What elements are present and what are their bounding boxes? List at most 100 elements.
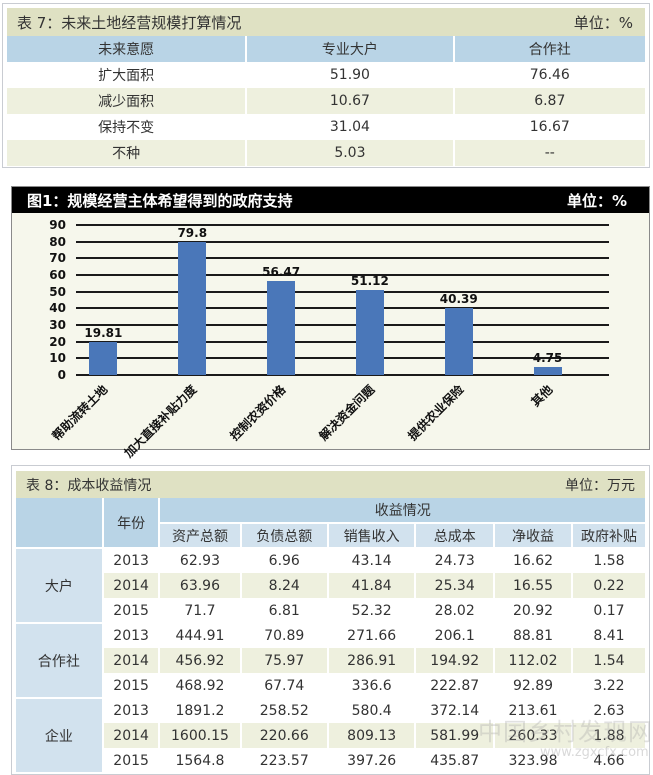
x-axis-category-label: 提供农业保险 bbox=[405, 382, 467, 444]
table-8-body: 大户 2013 62.93 6.96 43.14 24.73 16.62 1.58 2014 63… bbox=[16, 548, 645, 774]
bar-value-label: 56.47 bbox=[262, 264, 301, 279]
gridline bbox=[76, 274, 609, 276]
cell: 5.03 bbox=[246, 140, 455, 166]
bar bbox=[444, 307, 473, 375]
bar bbox=[533, 367, 562, 375]
cell: 3.22 bbox=[593, 677, 625, 694]
entity-label: 大户 bbox=[16, 548, 104, 624]
cell: 1.54 bbox=[572, 648, 645, 673]
cell: 580.4 bbox=[327, 698, 417, 723]
cell: 112.02 bbox=[494, 648, 573, 673]
year-cell: 2015 bbox=[102, 598, 161, 623]
row-label: 保持不变 bbox=[7, 114, 248, 140]
table-row: 2014 1600.15 220.66 809.13 581.99 260.33 1.88 bbox=[16, 723, 645, 748]
cell: 62.93 bbox=[159, 548, 242, 573]
year-cell: 2013 bbox=[102, 548, 161, 573]
year-cell: 2013 bbox=[102, 698, 161, 723]
revenue-group-header: 收益情况 bbox=[159, 498, 645, 524]
entity-label: 企业 bbox=[16, 698, 104, 774]
cell: 1600.15 bbox=[159, 723, 242, 748]
column-header: 专业大户 bbox=[246, 36, 455, 62]
cell: 24.73 bbox=[415, 548, 496, 573]
gridline bbox=[76, 374, 609, 376]
cell: 258.52 bbox=[240, 698, 329, 723]
cell: 8.24 bbox=[240, 573, 329, 598]
cell: 1.88 bbox=[572, 723, 645, 748]
table-8-title-bar: 表 8：成本收益情况 单位：万元 bbox=[16, 471, 645, 498]
cell: 0.22 bbox=[572, 573, 645, 598]
cell: 194.92 bbox=[415, 648, 496, 673]
cell: 223.57 bbox=[240, 748, 329, 773]
cell: 213.61 bbox=[494, 698, 573, 723]
row-label: 减少面积 bbox=[7, 88, 248, 114]
table-row: 2015 71.7 6.81 52.32 28.02 20.92 0.17 bbox=[16, 598, 645, 623]
cell: 51.90 bbox=[246, 62, 455, 88]
bar-value-label: 19.81 bbox=[84, 325, 123, 340]
cell: 6.81 bbox=[240, 598, 329, 623]
column-header: 合作社 bbox=[453, 36, 645, 62]
cell: 92.89 bbox=[494, 673, 573, 698]
cell: 67.74 bbox=[240, 673, 329, 698]
bar bbox=[89, 341, 118, 375]
cell: 206.1 bbox=[415, 623, 496, 648]
figure-1-unit: 单位：% bbox=[566, 191, 627, 210]
gridline bbox=[76, 224, 609, 226]
table-7: 未来意愿 专业大户 合作社 扩大面积 51.90 76.46 减少面积 10.6… bbox=[7, 36, 645, 166]
bar-value-label: 79.8 bbox=[177, 226, 208, 240]
table-8-group-header-row: 年份 收益情况 bbox=[16, 498, 645, 549]
year-header: 年份 bbox=[102, 498, 161, 549]
cell: 435.87 bbox=[415, 748, 496, 773]
cell: 1.58 bbox=[593, 553, 625, 569]
cell: 581.99 bbox=[415, 723, 496, 748]
cell: 220.66 bbox=[240, 723, 329, 748]
gridline bbox=[76, 340, 609, 343]
table-row: 不种 5.03 -- bbox=[7, 140, 645, 166]
y-axis-tick-label: 40 bbox=[49, 301, 66, 316]
y-axis-tick-label: 10 bbox=[49, 351, 66, 366]
figure-1-panel: 图1：规模经营主体希望得到的政府支持 单位：% 0 10 20 30 40 50 60 70 8… bbox=[11, 186, 650, 460]
cell: 31.04 bbox=[246, 114, 455, 140]
row-label: 扩大面积 bbox=[7, 62, 248, 88]
table-row: 大户 2013 62.93 6.96 43.14 24.73 16.62 1.58 bbox=[16, 548, 645, 624]
column-header: 未来意愿 bbox=[7, 36, 248, 62]
cell: 1564.8 bbox=[159, 748, 242, 773]
cell: 6.87 bbox=[453, 88, 645, 114]
y-axis-tick-label: 70 bbox=[49, 251, 66, 266]
year-cell: 2014 bbox=[102, 648, 161, 673]
cell: -- bbox=[453, 140, 645, 166]
year-cell: 2013 bbox=[102, 623, 161, 648]
cell: 28.02 bbox=[415, 598, 496, 623]
year-cell: 2015 bbox=[102, 748, 161, 773]
table-row: 2015 468.92 67.74 336.6 222.87 92.89 3.22 bbox=[16, 673, 645, 698]
cell: 10.67 bbox=[246, 88, 455, 114]
table-8-column-header-row: 资产总额 负债总额 销售收入 总成本 净收益 政府补贴 bbox=[16, 523, 645, 549]
cell: 2.63 bbox=[593, 702, 625, 719]
cell: 372.14 bbox=[415, 698, 496, 723]
cell: 468.92 bbox=[159, 673, 242, 698]
bar-value-label: 40.39 bbox=[439, 291, 478, 306]
cell: 809.13 bbox=[327, 723, 417, 748]
table-8-panel: 表 8：成本收益情况 单位：万元 年份 收益情况 资产总额 负债总额 销售收入 … bbox=[11, 465, 650, 775]
cell: 336.6 bbox=[327, 673, 417, 698]
cell: 323.98 bbox=[494, 748, 573, 773]
y-axis-tick-label: 60 bbox=[49, 268, 66, 282]
cell: 25.34 bbox=[415, 573, 496, 598]
cell: 16.62 bbox=[494, 548, 573, 573]
y-axis-tick-label: 20 bbox=[49, 334, 66, 349]
bar bbox=[355, 289, 384, 375]
gridline bbox=[76, 240, 609, 243]
x-axis-category-label: 解决资金问题 bbox=[316, 382, 378, 444]
cell: 43.14 bbox=[327, 548, 417, 573]
x-axis-category-label: 加大直接补贴力度 bbox=[121, 382, 200, 461]
column-header: 政府补贴 bbox=[572, 523, 645, 549]
table-row: 减少面积 10.67 6.87 bbox=[7, 88, 645, 114]
y-axis-tick-label: 80 bbox=[49, 234, 66, 249]
table-7-panel: 表 7：未来土地经营规模打算情况 单位：% 未来意愿 专业大户 合作社 扩大面积… bbox=[2, 3, 650, 168]
y-axis-tick-label: 50 bbox=[49, 284, 66, 299]
cell: 456.92 bbox=[159, 648, 242, 673]
x-axis-category-label: 其他 bbox=[528, 382, 555, 410]
table-row: 扩大面积 51.90 76.46 bbox=[7, 62, 645, 88]
year-cell: 2014 bbox=[102, 723, 161, 748]
cell: 8.41 bbox=[593, 627, 625, 644]
table-row: 2015 1564.8 223.57 397.26 435.87 323.98 4.66 bbox=[16, 748, 645, 773]
